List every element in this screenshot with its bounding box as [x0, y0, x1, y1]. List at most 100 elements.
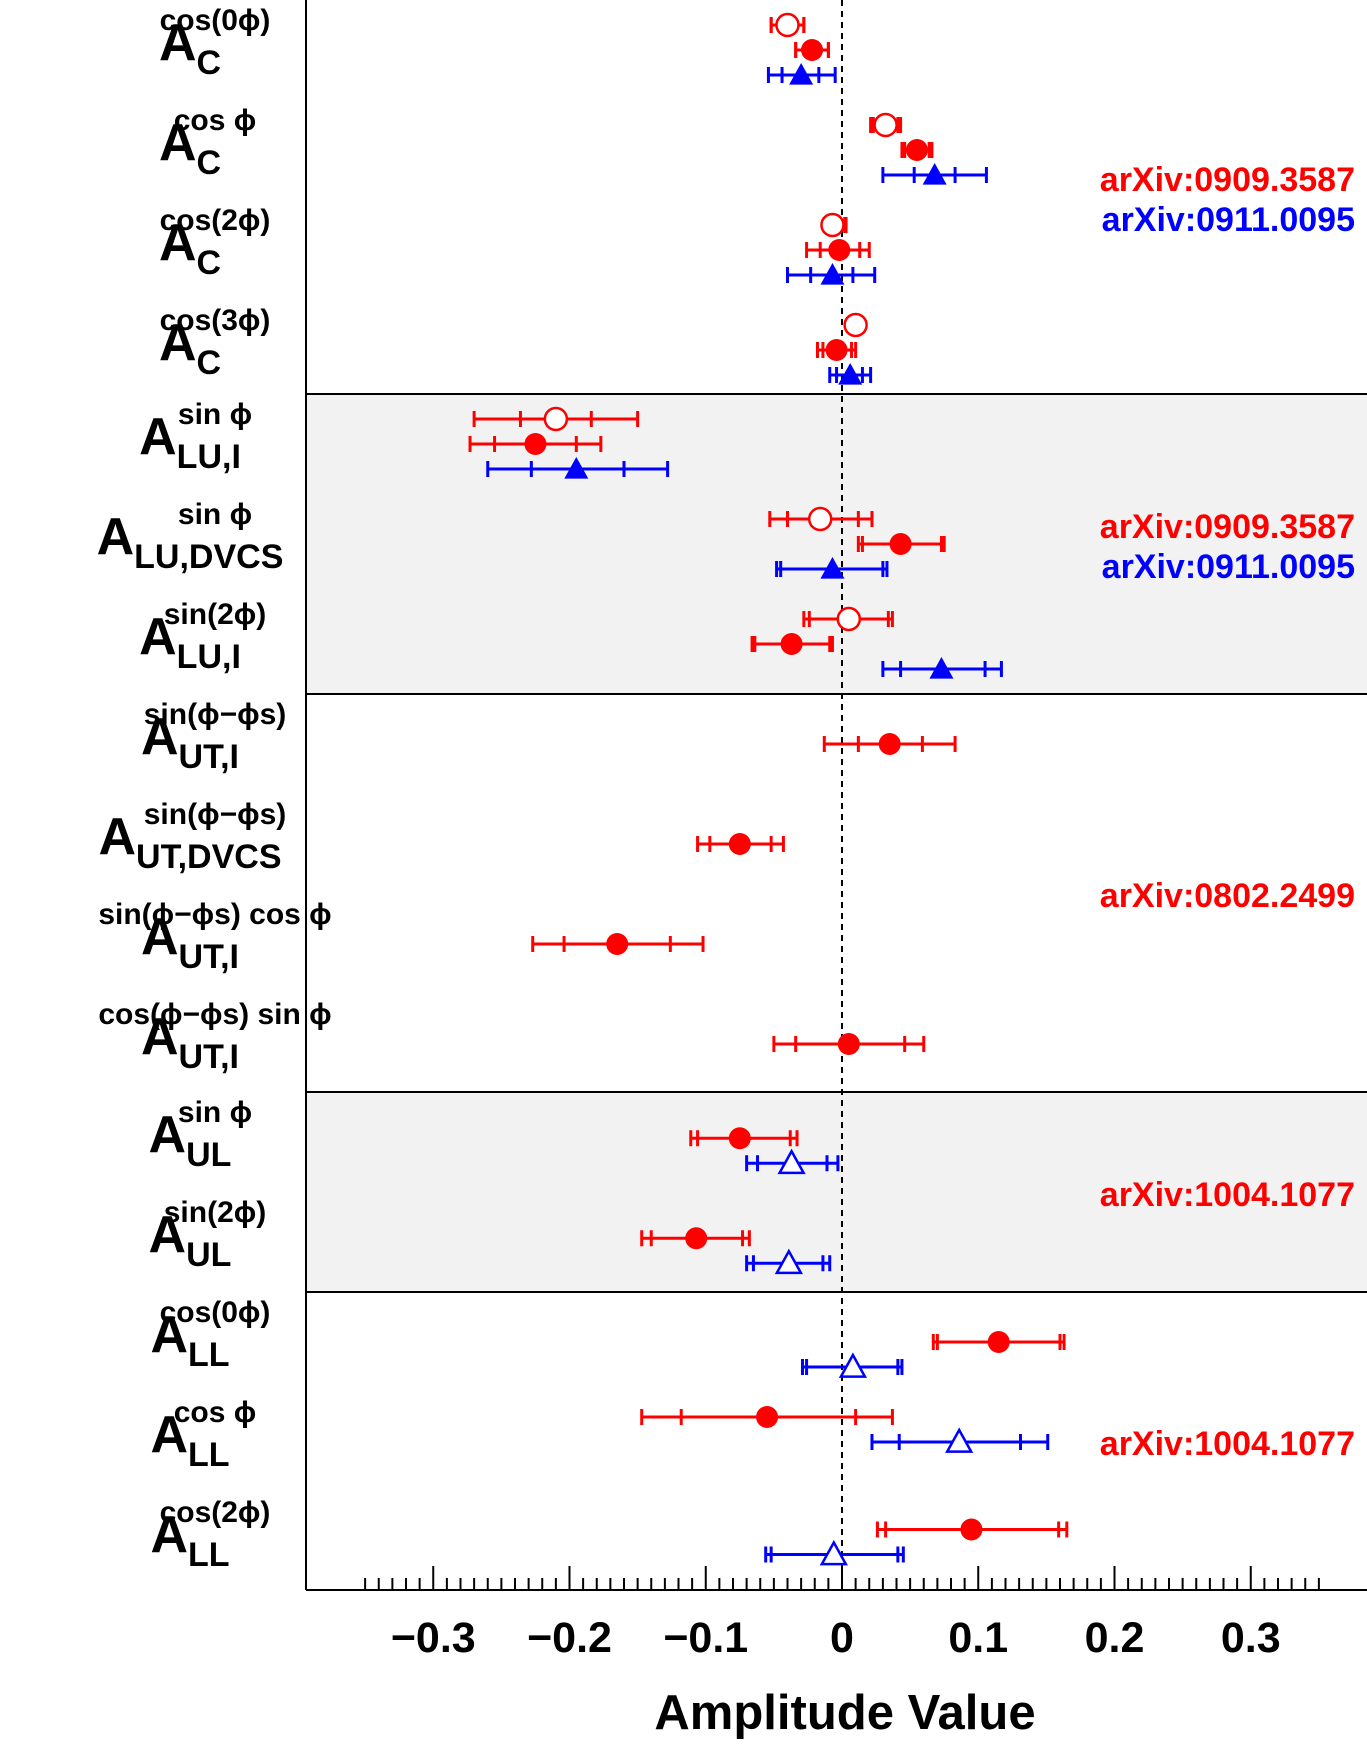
- filled-circle-marker: [878, 733, 901, 755]
- group-dividers: [306, 393, 1367, 1293]
- row-label-main: A: [159, 114, 197, 172]
- row-label-superscript: sin(ϕ−ϕs): [144, 798, 287, 831]
- row-label-superscript: cos(0ϕ): [160, 4, 271, 37]
- reference-label: arXiv:0911.0095: [1102, 201, 1355, 239]
- data-point: [869, 112, 903, 138]
- data-point: [843, 312, 868, 338]
- row-label-subscript: C: [197, 244, 222, 282]
- row-label: AC: [159, 114, 221, 182]
- row-label: AUT,DVCS: [98, 808, 281, 876]
- row-label-subscript: UT,DVCS: [136, 838, 281, 876]
- row-label-subscript: LU,DVCS: [134, 538, 283, 576]
- row-label-subscript: LL: [188, 1536, 230, 1574]
- filled-triangle-marker: [820, 557, 845, 579]
- open-triangle-marker: [777, 1148, 806, 1175]
- filled-circle-marker: [606, 933, 629, 955]
- x-tick-label: −0.1: [663, 1614, 748, 1662]
- filled-circle-marker: [960, 1518, 983, 1541]
- reference-label: arXiv:1004.1077: [1100, 1176, 1355, 1214]
- reference-label: arXiv:0911.0095: [1102, 548, 1355, 586]
- row-label-main: A: [139, 608, 177, 666]
- row-label-subscript: C: [197, 144, 222, 182]
- row-label: ALL: [150, 1506, 229, 1574]
- row-label-superscript: sin(ϕ−ϕs) cos ϕ: [98, 898, 331, 931]
- filled-circle-marker: [728, 833, 751, 855]
- data-point: [640, 1227, 751, 1250]
- data-point: [745, 1148, 840, 1175]
- row-label-subscript: C: [197, 44, 222, 82]
- data-point: [900, 139, 934, 161]
- data-point: [820, 212, 848, 238]
- reference-label: arXiv:0909.3587: [1100, 161, 1355, 199]
- row-label-main: A: [159, 214, 197, 272]
- x-tick-label: 0.2: [1085, 1614, 1145, 1662]
- row-label: AC: [159, 314, 221, 382]
- row-label-superscript: sin ϕ: [178, 498, 252, 531]
- row-label-main: A: [141, 708, 179, 766]
- data-point: [640, 1406, 894, 1428]
- row-label-subscript: UT,I: [179, 1038, 239, 1076]
- filled-circle-marker: [728, 1127, 751, 1150]
- data-point: [689, 1127, 799, 1150]
- filled-circle-marker: [905, 139, 928, 161]
- data-point: [856, 533, 946, 555]
- row-label-subscript: UT,I: [179, 738, 239, 776]
- row-label-main: A: [139, 408, 177, 466]
- row-label-main: A: [141, 908, 179, 966]
- row-label-main: A: [159, 14, 197, 72]
- open-circle-marker: [543, 406, 569, 432]
- data-point: [794, 39, 830, 61]
- filled-circle-marker: [837, 1033, 860, 1055]
- row-label: ALL: [150, 1306, 229, 1374]
- x-tick-label: 0.1: [948, 1614, 1008, 1662]
- data-point: [805, 239, 871, 261]
- data-point: [769, 12, 806, 38]
- row-label-subscript: UT,I: [179, 938, 239, 976]
- row-label: AUL: [149, 1106, 232, 1174]
- filled-circle-marker: [889, 533, 912, 555]
- data-point: [881, 657, 1003, 679]
- data-point: [800, 1352, 904, 1378]
- x-axis: −0.3 −0.2 −0.1 0 0.1 0.2 0.3: [305, 0, 1367, 1662]
- row-label-superscript: cos(2ϕ): [160, 204, 271, 237]
- row-label-superscript: sin(2ϕ): [164, 1196, 267, 1229]
- filled-circle-marker: [685, 1227, 708, 1250]
- data-point: [766, 63, 837, 85]
- row-label: AC: [159, 14, 221, 82]
- data-point: [472, 406, 640, 432]
- row-label: ALL: [150, 1406, 229, 1474]
- row-label-superscript: cos(2ϕ): [160, 1496, 271, 1529]
- filled-triangle-marker: [838, 363, 863, 385]
- filled-circle-marker: [825, 339, 848, 361]
- data-point: [750, 633, 834, 655]
- shaded-band: [306, 1092, 1367, 1292]
- filled-triangle-marker: [820, 263, 845, 285]
- data-point: [802, 606, 894, 632]
- x-axis-label: Amplitude Value: [654, 1686, 1035, 1740]
- open-triangle-marker: [945, 1427, 974, 1453]
- row-label-superscript: sin(2ϕ): [164, 598, 267, 631]
- row-label-main: A: [150, 1406, 188, 1464]
- row-label-superscript: cos(3ϕ): [160, 304, 271, 337]
- filled-circle-marker: [987, 1331, 1010, 1353]
- data-point: [875, 1518, 1069, 1541]
- data-point: [764, 1539, 905, 1566]
- x-tick-label: 0: [830, 1614, 854, 1662]
- reference-labels: arXiv:0909.3587arXiv:0911.0095arXiv:0909…: [1100, 161, 1355, 1463]
- x-tick-label: 0.3: [1221, 1614, 1281, 1662]
- filled-triangle-marker: [922, 163, 947, 185]
- open-triangle-marker: [774, 1248, 803, 1275]
- filled-triangle-marker: [564, 457, 589, 479]
- data-points: [468, 12, 1069, 1566]
- filled-circle-marker: [780, 633, 803, 655]
- data-point: [486, 457, 670, 479]
- row-label-subscript: LL: [188, 1436, 230, 1474]
- data-point: [822, 733, 957, 755]
- row-label: AUT,I: [141, 708, 239, 776]
- data-point: [696, 833, 785, 855]
- row-label-main: A: [97, 508, 135, 566]
- data-point: [775, 557, 889, 579]
- open-triangle-marker: [819, 1539, 848, 1566]
- open-circle-marker: [807, 506, 833, 532]
